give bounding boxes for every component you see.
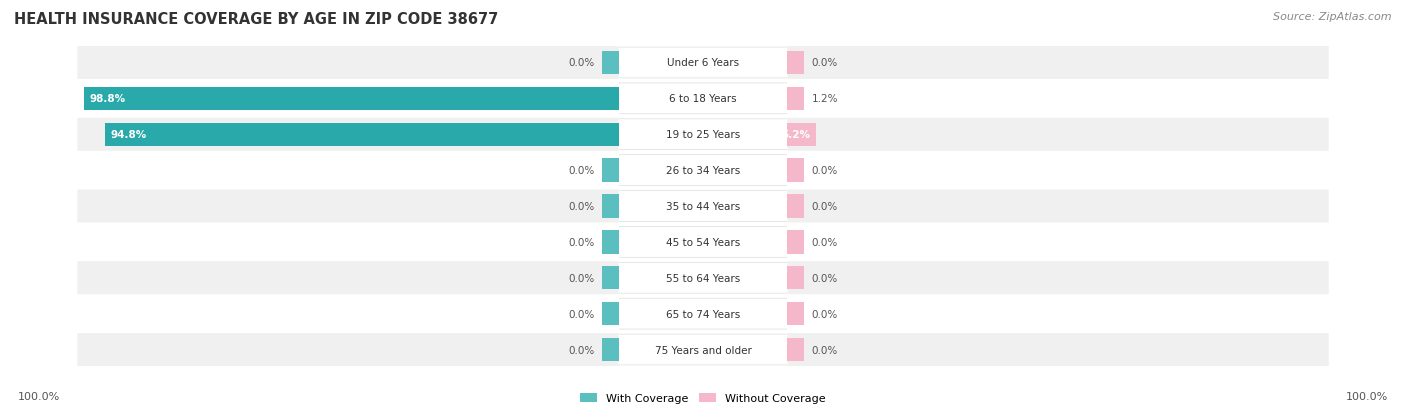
Bar [787, 159, 804, 183]
FancyBboxPatch shape [77, 83, 619, 116]
FancyBboxPatch shape [613, 263, 793, 294]
Bar [602, 230, 619, 254]
Text: 0.0%: 0.0% [811, 202, 838, 211]
Text: 6 to 18 Years: 6 to 18 Years [669, 94, 737, 104]
Legend: With Coverage, Without Coverage: With Coverage, Without Coverage [576, 388, 830, 408]
FancyBboxPatch shape [77, 226, 619, 259]
Text: 0.0%: 0.0% [568, 273, 595, 283]
FancyBboxPatch shape [613, 84, 793, 114]
FancyBboxPatch shape [787, 190, 1329, 223]
Text: 19 to 25 Years: 19 to 25 Years [666, 130, 740, 140]
FancyBboxPatch shape [613, 155, 793, 186]
Bar [602, 159, 619, 183]
Text: 0.0%: 0.0% [811, 273, 838, 283]
Bar [602, 266, 619, 290]
Text: 98.8%: 98.8% [89, 94, 125, 104]
Bar [105, 123, 619, 147]
Text: 0.0%: 0.0% [811, 237, 838, 247]
Text: 0.0%: 0.0% [568, 345, 595, 355]
Text: 0.0%: 0.0% [568, 166, 595, 176]
FancyBboxPatch shape [787, 47, 1329, 80]
Text: 94.8%: 94.8% [111, 130, 148, 140]
FancyBboxPatch shape [77, 261, 619, 294]
FancyBboxPatch shape [787, 297, 1329, 330]
Bar [602, 302, 619, 325]
Text: 0.0%: 0.0% [568, 58, 595, 68]
Bar [787, 52, 804, 75]
Text: Under 6 Years: Under 6 Years [666, 58, 740, 68]
FancyBboxPatch shape [787, 226, 1329, 259]
Bar [787, 302, 804, 325]
Text: 1.2%: 1.2% [811, 94, 838, 104]
Text: 35 to 44 Years: 35 to 44 Years [666, 202, 740, 211]
FancyBboxPatch shape [77, 119, 619, 152]
Text: 0.0%: 0.0% [811, 58, 838, 68]
FancyBboxPatch shape [613, 227, 793, 258]
Text: 0.0%: 0.0% [811, 309, 838, 319]
Bar [602, 52, 619, 75]
Text: 65 to 74 Years: 65 to 74 Years [666, 309, 740, 319]
FancyBboxPatch shape [787, 333, 1329, 366]
FancyBboxPatch shape [77, 297, 619, 330]
Text: 0.0%: 0.0% [811, 345, 838, 355]
FancyBboxPatch shape [77, 190, 619, 223]
Bar [602, 195, 619, 218]
Text: Source: ZipAtlas.com: Source: ZipAtlas.com [1274, 12, 1392, 22]
FancyBboxPatch shape [787, 119, 1329, 152]
Bar [787, 230, 804, 254]
FancyBboxPatch shape [613, 191, 793, 222]
Text: 0.0%: 0.0% [568, 202, 595, 211]
Bar [602, 338, 619, 361]
FancyBboxPatch shape [613, 334, 793, 365]
Text: 0.0%: 0.0% [811, 166, 838, 176]
Bar [787, 88, 804, 111]
FancyBboxPatch shape [77, 154, 619, 187]
Bar [787, 195, 804, 218]
Text: 0.0%: 0.0% [568, 309, 595, 319]
FancyBboxPatch shape [613, 119, 793, 150]
FancyBboxPatch shape [77, 47, 619, 80]
Text: 75 Years and older: 75 Years and older [655, 345, 751, 355]
Bar [787, 266, 804, 290]
Text: 26 to 34 Years: 26 to 34 Years [666, 166, 740, 176]
Text: 55 to 64 Years: 55 to 64 Years [666, 273, 740, 283]
FancyBboxPatch shape [77, 333, 619, 366]
Bar [84, 88, 619, 111]
FancyBboxPatch shape [613, 48, 793, 79]
Text: 0.0%: 0.0% [568, 237, 595, 247]
FancyBboxPatch shape [787, 261, 1329, 294]
Text: HEALTH INSURANCE COVERAGE BY AGE IN ZIP CODE 38677: HEALTH INSURANCE COVERAGE BY AGE IN ZIP … [14, 12, 498, 27]
Text: 100.0%: 100.0% [17, 392, 60, 401]
FancyBboxPatch shape [787, 154, 1329, 187]
Text: 100.0%: 100.0% [1346, 392, 1389, 401]
Text: 45 to 54 Years: 45 to 54 Years [666, 237, 740, 247]
Text: 5.2%: 5.2% [782, 130, 810, 140]
FancyBboxPatch shape [613, 299, 793, 329]
Bar [787, 123, 815, 147]
FancyBboxPatch shape [787, 83, 1329, 116]
Bar [787, 338, 804, 361]
